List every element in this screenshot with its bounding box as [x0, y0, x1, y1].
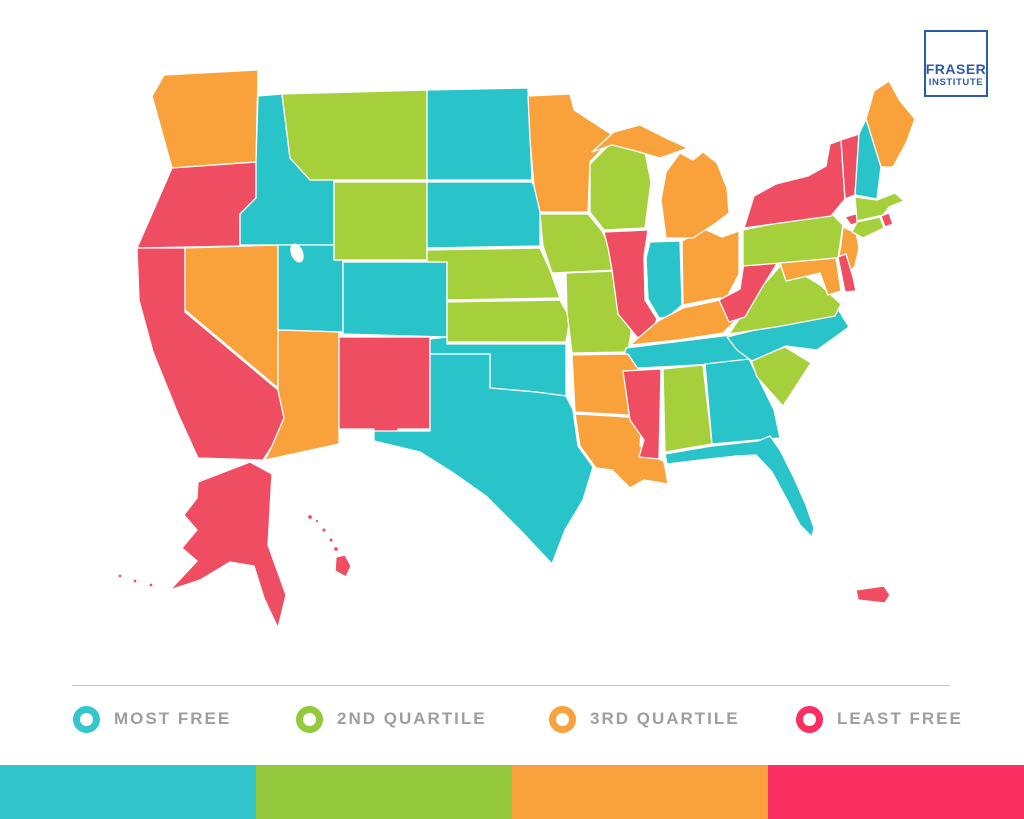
state-utah [277, 244, 344, 333]
state-hawaii-big-island [334, 554, 352, 578]
state-hawaii-island [328, 537, 334, 543]
state-alaska [169, 461, 287, 629]
state-wisconsin [589, 139, 652, 231]
state-oregon [136, 161, 257, 249]
state-north-dakota [426, 87, 533, 181]
state-indiana [645, 240, 683, 319]
state-connecticut [851, 216, 885, 239]
state-hawaii-island [306, 513, 314, 521]
state-maryland [779, 257, 842, 296]
least-free-ring-icon [796, 705, 823, 733]
state-new-mexico [338, 336, 431, 442]
legend-item-2nd-quartile: 2ND QUARTILE [296, 704, 487, 734]
legend-label-most-free: MOST FREE [114, 709, 232, 728]
state-rhode-island [880, 212, 894, 228]
state-new-york [743, 139, 846, 229]
second-quartile-ring-icon [296, 705, 323, 733]
state-delaware [837, 253, 857, 293]
great-salt-lake [290, 243, 304, 263]
legend-label-least-free: LEAST FREE [837, 709, 963, 728]
state-alaska-aleutian-island [132, 578, 138, 584]
logo-line2: INSTITUTE [928, 76, 984, 88]
state-massachusetts [854, 192, 905, 222]
legend-divider [72, 685, 950, 686]
colorbar-segment-3rd-quartile [512, 765, 768, 819]
state-michigan-upper [591, 124, 689, 159]
state-texas [373, 353, 594, 565]
state-alabama [662, 364, 713, 453]
state-alaska-aleutian-island [148, 582, 154, 588]
state-kansas [446, 299, 571, 343]
quartile-color-bar [0, 765, 1024, 819]
state-minnesota [527, 93, 615, 213]
legend-item-most-free: MOST FREE [73, 704, 231, 734]
legend-label-3rd-quartile: 3RD QUARTILE [590, 709, 740, 728]
state-north-carolina [726, 308, 850, 362]
state-georgia [704, 358, 781, 445]
state-south-dakota [426, 181, 541, 249]
colorbar-segment-most-free [0, 765, 256, 819]
state-maine [865, 80, 916, 168]
state-alaska-aleutian-island [117, 573, 123, 579]
territory-puerto-rico [855, 585, 891, 604]
state-ohio [681, 228, 740, 306]
legend-label-2nd-quartile: 2ND QUARTILE [337, 709, 487, 728]
most-free-ring-icon [73, 705, 100, 733]
state-montana [281, 89, 428, 181]
state-hawaii-island [314, 518, 320, 524]
colorbar-segment-least-free [768, 765, 1024, 819]
third-quartile-ring-icon [549, 705, 576, 733]
state-hawaii-island [321, 527, 327, 533]
state-florida [664, 435, 815, 538]
state-michigan-lower [660, 151, 730, 239]
fraser-institute-logo: FRASER INSTITUTE [924, 30, 988, 97]
state-wyoming [333, 181, 428, 261]
logo-line1: FRASER [925, 60, 987, 77]
colorbar-segment-2nd-quartile [256, 765, 512, 819]
state-nebraska [426, 247, 561, 301]
legend-item-3rd-quartile: 3RD QUARTILE [549, 704, 740, 734]
state-mississippi [622, 368, 662, 460]
state-colorado [342, 261, 448, 338]
state-washington [151, 69, 259, 169]
legend-item-least-free: LEAST FREE [796, 704, 963, 734]
state-hawaii-island [332, 545, 340, 553]
